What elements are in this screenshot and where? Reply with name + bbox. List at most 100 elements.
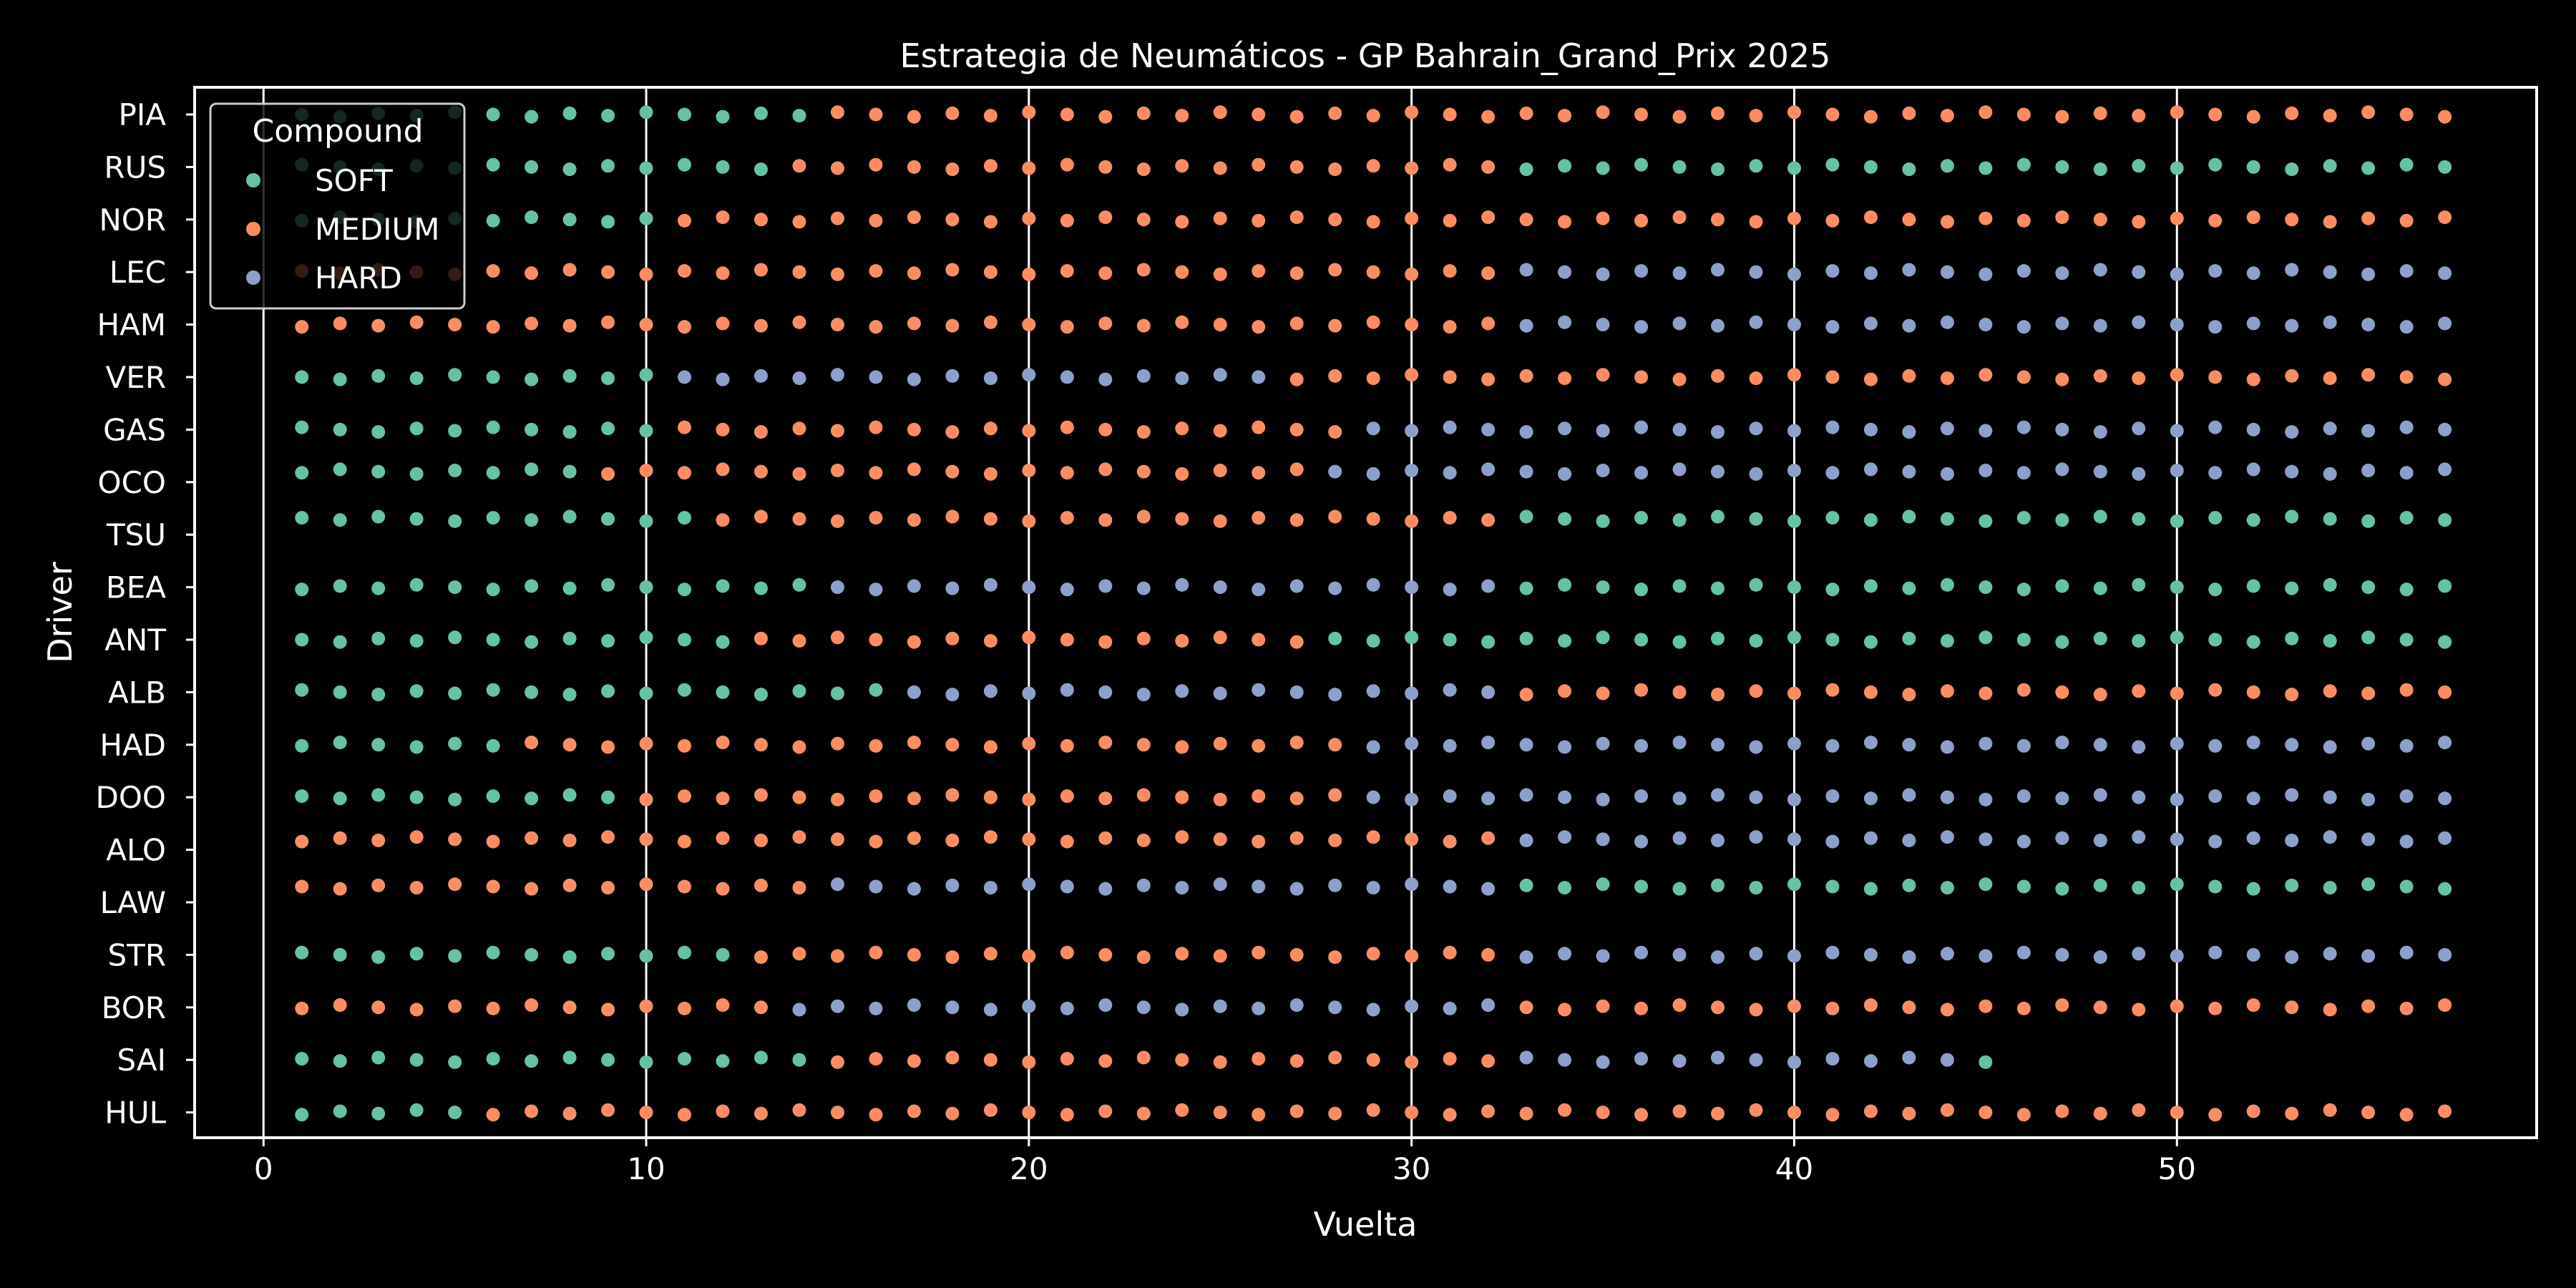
point-oco-lap-49 <box>2132 467 2146 481</box>
point-ver-lap-52 <box>2246 372 2260 386</box>
point-ver-lap-26 <box>1252 370 1266 384</box>
point-bea-lap-50 <box>2170 580 2184 595</box>
point-had-lap-44 <box>1940 740 1954 754</box>
point-hul-lap-42 <box>1863 1104 1878 1118</box>
point-bor-lap-54 <box>2323 1002 2337 1017</box>
point-alb-lap-18 <box>945 688 960 702</box>
point-ham-lap-43 <box>1902 318 1916 333</box>
point-law-lap-31 <box>1443 879 1457 894</box>
point-ham-lap-39 <box>1749 315 1763 329</box>
point-hul-lap-3 <box>371 1106 386 1121</box>
point-bor-lap-41 <box>1825 1001 1840 1015</box>
point-ham-lap-23 <box>1136 318 1151 333</box>
point-sai-lap-23 <box>1136 1050 1151 1065</box>
point-doo-lap-44 <box>1940 790 1954 804</box>
point-sai-lap-11 <box>678 1052 692 1066</box>
point-ham-lap-37 <box>1672 316 1687 331</box>
y-tick-label-pia: PIA <box>119 97 167 132</box>
point-oco-lap-47 <box>2055 462 2069 477</box>
point-str-lap-54 <box>2323 947 2337 961</box>
point-pia-lap-35 <box>1596 105 1610 119</box>
point-law-lap-8 <box>562 878 577 892</box>
point-ver-lap-45 <box>1979 368 1993 382</box>
point-doo-lap-28 <box>1328 788 1342 802</box>
point-ham-lap-11 <box>678 320 692 334</box>
point-alb-lap-20 <box>1022 686 1036 701</box>
point-str-lap-7 <box>525 947 539 962</box>
point-alo-lap-14 <box>792 830 806 844</box>
point-bor-lap-47 <box>2055 998 2069 1013</box>
point-tsu-lap-23 <box>1136 509 1151 524</box>
point-ant-lap-52 <box>2246 635 2260 649</box>
point-hul-lap-51 <box>2208 1108 2223 1122</box>
point-rus-lap-36 <box>1634 157 1649 172</box>
point-doo-lap-51 <box>2208 789 2223 804</box>
point-nor-lap-51 <box>2208 213 2223 228</box>
point-ver-lap-6 <box>486 370 500 384</box>
point-had-lap-9 <box>601 740 615 754</box>
point-str-lap-27 <box>1289 947 1304 962</box>
point-hul-lap-37 <box>1672 1104 1687 1118</box>
point-alo-lap-45 <box>1979 832 1993 847</box>
point-oco-lap-17 <box>907 462 921 477</box>
point-alo-lap-24 <box>1175 830 1189 844</box>
point-bea-lap-20 <box>1022 580 1036 595</box>
point-alo-lap-20 <box>1022 832 1036 847</box>
point-hul-lap-29 <box>1366 1103 1380 1117</box>
point-alb-lap-28 <box>1328 688 1342 702</box>
point-lec-lap-32 <box>1481 266 1496 280</box>
x-tick-label: 40 <box>1775 1151 1813 1186</box>
point-bea-lap-57 <box>2438 579 2452 593</box>
point-alb-lap-24 <box>1175 684 1189 698</box>
point-gas-lap-35 <box>1596 424 1610 438</box>
point-lec-lap-54 <box>2323 265 2337 279</box>
point-had-lap-2 <box>333 736 347 750</box>
point-had-lap-11 <box>678 738 692 753</box>
point-gas-lap-51 <box>2208 420 2223 434</box>
point-alb-lap-48 <box>2093 688 2107 702</box>
point-ver-lap-8 <box>562 369 577 383</box>
point-ver-lap-38 <box>1711 369 1725 383</box>
point-ant-lap-14 <box>792 634 806 648</box>
point-rus-lap-40 <box>1787 161 1801 175</box>
point-sai-lap-29 <box>1366 1053 1380 1067</box>
point-ham-lap-26 <box>1252 320 1266 334</box>
point-law-lap-49 <box>2132 881 2146 895</box>
point-ham-lap-3 <box>371 318 386 333</box>
point-law-lap-5 <box>448 877 462 892</box>
point-ver-lap-48 <box>2093 369 2107 383</box>
point-nor-lap-47 <box>2055 210 2069 225</box>
point-ver-lap-12 <box>716 372 730 386</box>
point-str-lap-42 <box>1863 947 1878 962</box>
point-doo-lap-35 <box>1596 792 1610 806</box>
point-oco-lap-11 <box>678 466 692 480</box>
point-bor-lap-44 <box>1940 1002 1954 1017</box>
point-alo-lap-13 <box>754 834 769 848</box>
point-alo-lap-50 <box>2170 832 2184 847</box>
point-ant-lap-8 <box>562 631 577 645</box>
point-pia-lap-9 <box>601 109 615 123</box>
point-bea-lap-28 <box>1328 581 1342 595</box>
point-ver-lap-22 <box>1098 372 1113 386</box>
point-alo-lap-22 <box>1098 831 1113 845</box>
point-alb-lap-34 <box>1558 684 1572 698</box>
point-law-lap-44 <box>1940 881 1954 895</box>
point-lec-lap-55 <box>2361 267 2376 281</box>
point-hul-lap-47 <box>2055 1104 2069 1118</box>
point-nor-lap-48 <box>2093 213 2107 227</box>
point-gas-lap-26 <box>1252 420 1266 434</box>
point-oco-lap-31 <box>1443 466 1457 480</box>
point-nor-lap-33 <box>1519 213 1533 227</box>
legend-label-hard: HARD <box>315 260 402 296</box>
point-ant-lap-45 <box>1979 630 1993 645</box>
point-hul-lap-39 <box>1749 1103 1763 1117</box>
point-nor-lap-14 <box>792 215 806 229</box>
point-ham-lap-13 <box>754 318 769 333</box>
point-str-lap-24 <box>1175 947 1189 961</box>
point-alo-lap-32 <box>1481 831 1496 845</box>
point-ant-lap-41 <box>1825 633 1840 647</box>
point-oco-lap-46 <box>2016 466 2031 480</box>
point-ant-lap-5 <box>448 630 462 645</box>
point-sai-lap-30 <box>1405 1055 1419 1069</box>
